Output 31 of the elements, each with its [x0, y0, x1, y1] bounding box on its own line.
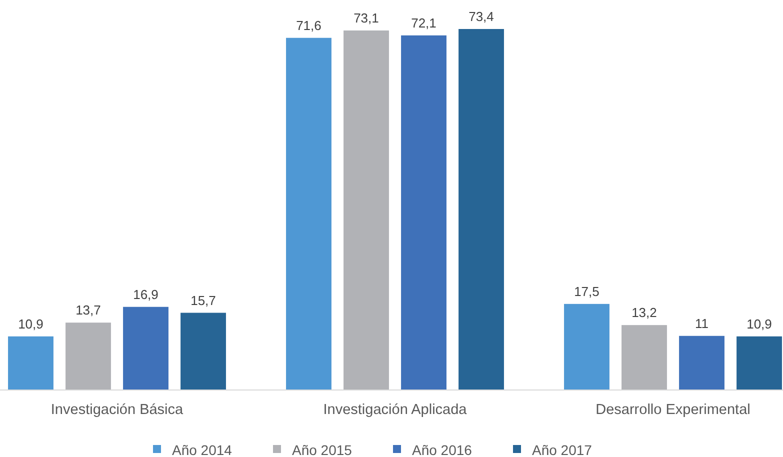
bar [286, 38, 332, 390]
x-tick-label: Investigación Aplicada [323, 402, 468, 418]
x-tick-label: Investigación Básica [50, 402, 184, 418]
data-label: 73,1 [354, 10, 379, 26]
legend-label: Año 2014 [172, 442, 232, 457]
data-label: 16,9 [133, 286, 158, 302]
bar [344, 30, 389, 390]
data-label: 71,6 [296, 18, 322, 33]
bar [66, 322, 111, 390]
legend-label: Año 2017 [532, 442, 592, 457]
bar [8, 336, 54, 390]
legend-label: Año 2016 [412, 442, 472, 457]
x-tick-label: Desarrollo Experimental [596, 402, 750, 418]
data-label: 15,7 [190, 292, 216, 308]
data-label: 73,4 [468, 9, 494, 24]
bar [679, 336, 724, 390]
data-label: 13,7 [76, 302, 101, 318]
data-label: 10,9 [746, 316, 772, 332]
data-label: 17,5 [574, 284, 600, 299]
bar [458, 29, 504, 390]
bar [564, 304, 610, 390]
bar [401, 35, 446, 390]
data-label: 10,9 [18, 316, 44, 332]
bar [622, 325, 667, 390]
bar [180, 312, 226, 390]
data-label: 72,1 [411, 15, 436, 30]
bar [736, 336, 782, 390]
legend-label: Año 2015 [292, 442, 352, 457]
bar [123, 306, 168, 390]
data-label: 11 [695, 316, 709, 331]
data-label: 13,2 [632, 305, 657, 320]
